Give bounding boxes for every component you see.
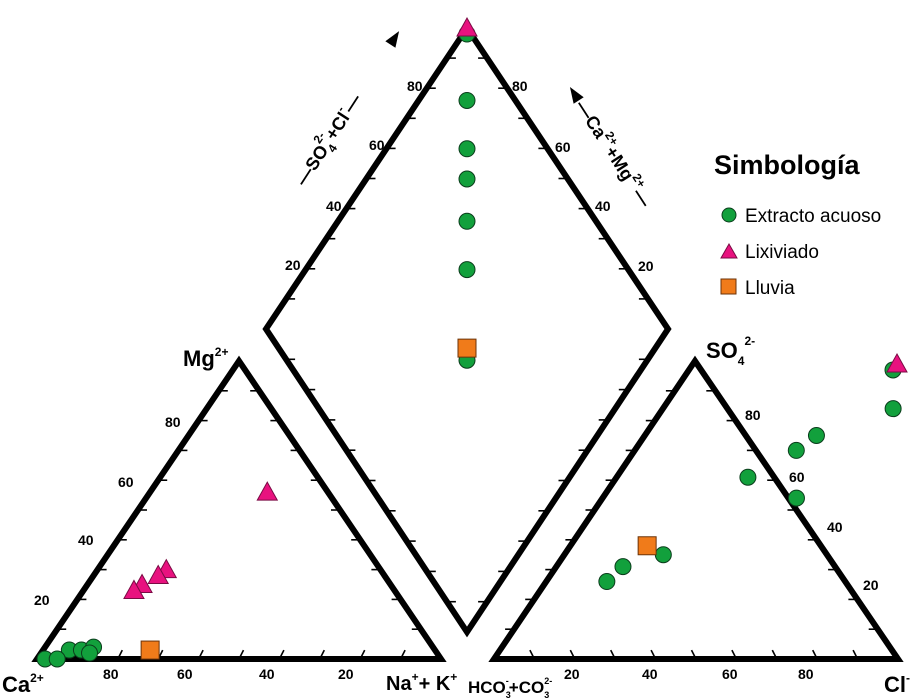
anion-bottom-tick-7 xyxy=(771,649,778,660)
tick-label-diamond-right-40: 40 xyxy=(595,198,611,214)
nak-vertex-label: Na++ K+ xyxy=(386,670,457,695)
circle-diamond-point-4 xyxy=(458,212,476,230)
vertex-labels: Mg2+ Ca2+ Na++ K+ SO42- HCO3-+CO32- Cl- xyxy=(2,334,910,698)
cation-bottom-tick-8 xyxy=(359,649,366,660)
cation-bottom-tick-7 xyxy=(319,649,326,660)
circle-anion-point-6 xyxy=(654,546,672,564)
anion-bottom-tick-3 xyxy=(609,649,616,660)
triangle-cation-point-4 xyxy=(123,579,145,599)
triangle-diamond-point-0 xyxy=(456,16,478,37)
tick-label-anion-bottom-40: 40 xyxy=(642,666,658,682)
diamond xyxy=(262,22,672,638)
anion-triangle xyxy=(488,355,904,662)
svg-text:—Ca2++Mg2+—: —Ca2++Mg2+— xyxy=(571,95,658,211)
triangle-anion-point-0 xyxy=(886,352,908,373)
tick-label-anion-right-20: 20 xyxy=(863,577,879,593)
anion-bottom-tick-5 xyxy=(690,649,697,660)
tick-label-diamond-right-20: 20 xyxy=(638,258,654,274)
legend-triangle-icon xyxy=(720,242,738,259)
cation-bottom-tick-5 xyxy=(238,649,245,660)
data-points xyxy=(36,16,908,668)
triangle-cation-point-2 xyxy=(147,564,170,585)
tick-label-diamond-left-40: 40 xyxy=(326,198,342,214)
circle-diamond-point-2 xyxy=(458,140,476,158)
tick-label-anion-right-60: 60 xyxy=(789,469,805,485)
tick-label-diamond-left-60: 60 xyxy=(369,137,385,153)
diamond-left-arrow-icon xyxy=(385,31,400,48)
anion-bottom-tick-8 xyxy=(811,649,818,660)
anion-bottom-tick-4 xyxy=(650,649,657,660)
circle-anion-point-2 xyxy=(807,427,825,444)
diamond-right-arrow-icon xyxy=(569,87,584,104)
legend-label-extracto: Extracto acuoso xyxy=(745,206,881,227)
square-anion-point-0 xyxy=(637,536,657,556)
tick-label-cation-bottom-60: 60 xyxy=(177,666,193,682)
tick-marks xyxy=(57,57,878,660)
ca-vertex-label: Ca2+ xyxy=(2,671,44,697)
tick-label-cation-bottom-80: 80 xyxy=(103,666,119,682)
triangle-cation-point-0 xyxy=(256,481,279,501)
anion-bottom-tick-6 xyxy=(731,649,738,660)
cation-bottom-tick-4 xyxy=(197,649,204,660)
circle-cation-point-2 xyxy=(48,650,66,668)
tick-label-cation-left-80: 80 xyxy=(165,414,181,430)
square-diamond-point-0 xyxy=(457,338,477,358)
legend-title: Simbología xyxy=(714,150,860,180)
circle-anion-point-8 xyxy=(598,573,616,591)
square-cation-point-0 xyxy=(140,640,160,660)
tick-label-diamond-left-80: 80 xyxy=(407,78,423,94)
tick-label-anion-bottom-60: 60 xyxy=(722,666,738,682)
tick-label-cation-bottom-20: 20 xyxy=(338,666,354,682)
hco3-co3-vertex-label: HCO3-+CO32- xyxy=(468,676,552,698)
tick-label-cation-left-40: 40 xyxy=(78,532,94,548)
cl-vertex-label: Cl- xyxy=(884,671,910,697)
cation-triangle xyxy=(31,355,447,662)
circle-anion-point-5 xyxy=(787,489,805,507)
legend-label-lixiviado: Lixiviado xyxy=(745,242,819,263)
tick-labels: 20 40 60 80 80 60 40 20 20 40 60 80 20 4… xyxy=(34,78,879,682)
cation-bottom-tick-2 xyxy=(117,649,124,660)
circle-diamond-point-5 xyxy=(458,261,476,279)
circle-diamond-point-1 xyxy=(458,91,476,109)
circle-anion-point-4 xyxy=(739,468,757,486)
cation-bottom-tick-6 xyxy=(278,649,285,660)
svg-text:—SO42-+Cl-—: —SO42-+Cl-— xyxy=(287,87,370,192)
legend-label-lluvia: Lluvia xyxy=(745,278,795,299)
legend-square-icon xyxy=(720,278,737,295)
tick-label-diamond-left-20: 20 xyxy=(285,257,301,273)
circle-anion-point-1 xyxy=(884,400,902,418)
circle-cation-point-5 xyxy=(81,644,99,662)
legend: Simbología Extracto acuoso Lixiviado Llu… xyxy=(714,150,881,299)
tick-label-anion-bottom-80: 80 xyxy=(798,666,814,682)
anion-bottom-tick-2 xyxy=(569,649,576,660)
tick-label-diamond-right-60: 60 xyxy=(555,139,571,155)
circle-anion-point-7 xyxy=(614,558,632,576)
mg-vertex-label: Mg2+ xyxy=(183,345,228,371)
anion-bottom-tick-1 xyxy=(529,649,536,660)
circle-anion-point-3 xyxy=(787,441,805,459)
circle-diamond-point-3 xyxy=(458,170,476,188)
tick-label-cation-left-60: 60 xyxy=(118,474,134,490)
tick-label-anion-bottom-20: 20 xyxy=(564,666,580,682)
diamond-left-axis-label: —SO42-+Cl-— xyxy=(287,31,400,192)
cation-bottom-tick-9 xyxy=(399,649,406,660)
tick-label-diamond-right-80: 80 xyxy=(512,78,528,94)
tick-label-anion-right-80: 80 xyxy=(745,407,761,423)
so4-vertex-label: SO42- xyxy=(706,334,755,368)
tick-label-cation-left-20: 20 xyxy=(34,592,50,608)
anion-bottom-tick-9 xyxy=(852,649,859,660)
tick-label-anion-right-40: 40 xyxy=(827,519,843,535)
legend-circle-icon xyxy=(721,207,737,223)
tick-label-cation-bottom-40: 40 xyxy=(259,666,275,682)
